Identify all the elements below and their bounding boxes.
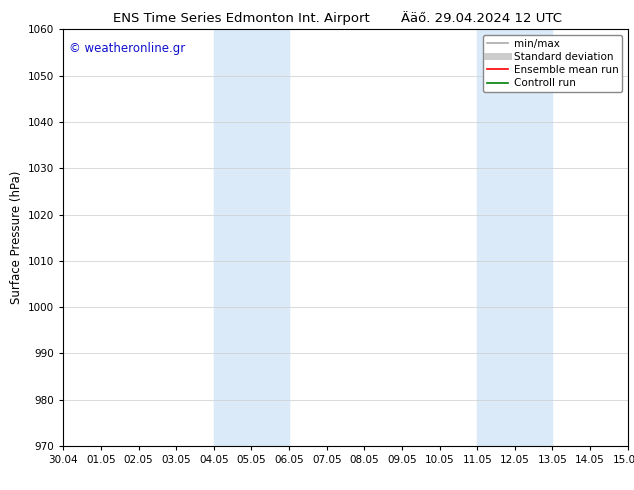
Bar: [214, 29, 289, 446]
Text: © weatheronline.gr: © weatheronline.gr: [69, 42, 185, 55]
Text: Ääő. 29.04.2024 12 UTC: Ääő. 29.04.2024 12 UTC: [401, 12, 562, 25]
Legend: min/max, Standard deviation, Ensemble mean run, Controll run: min/max, Standard deviation, Ensemble me…: [483, 35, 623, 92]
Text: ENS Time Series Edmonton Int. Airport: ENS Time Series Edmonton Int. Airport: [113, 12, 369, 25]
Bar: [477, 29, 552, 446]
Y-axis label: Surface Pressure (hPa): Surface Pressure (hPa): [10, 171, 23, 304]
